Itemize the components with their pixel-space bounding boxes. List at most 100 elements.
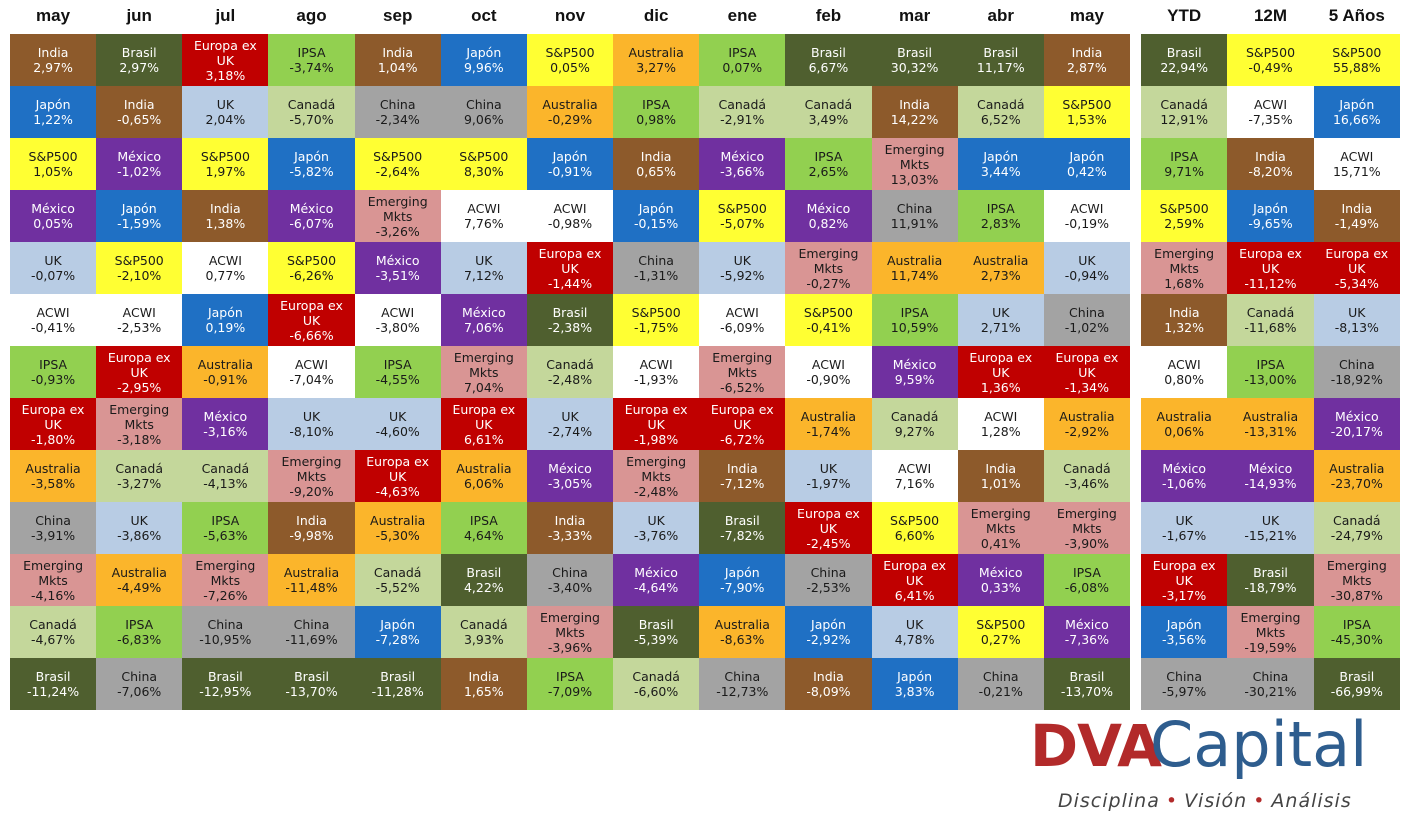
market-name: Brasil: [552, 305, 588, 320]
cell: Europa ex UK 3,18%: [182, 34, 269, 86]
market-return: 3,93%: [463, 632, 504, 647]
market-name: Emerging Mkts: [712, 349, 773, 380]
cell: China -0,21%: [957, 658, 1044, 710]
market-name: IPSA: [469, 513, 498, 528]
cell: Japón 3,83%: [871, 658, 958, 710]
market-name: México: [1065, 617, 1109, 632]
cell: Australia 11,74%: [871, 242, 958, 294]
cell: ACWI -3,80%: [354, 294, 441, 346]
tagline: Disciplina • Visión • Análisis: [1058, 790, 1352, 812]
market-name: Emerging Mkts: [970, 505, 1031, 536]
market-name: Brasil: [897, 45, 933, 60]
market-name: México: [634, 565, 678, 580]
cell: ACWI -7,35%: [1227, 86, 1314, 138]
market-return: -4,64%: [634, 580, 679, 595]
cell: Canadá -4,67%: [10, 606, 97, 658]
cell: IPSA 4,64%: [440, 502, 527, 554]
cell: UK 7,12%: [440, 242, 527, 294]
market-return: -7,90%: [720, 580, 765, 595]
market-name: Brasil: [1069, 669, 1105, 684]
market-return: -2,53%: [117, 320, 162, 335]
market-name: S&P500: [1062, 97, 1112, 112]
market-return: -7,04%: [289, 372, 334, 387]
market-name: India: [210, 201, 241, 216]
cell: Brasil -11,28%: [354, 658, 441, 710]
market-name: Emerging Mkts: [540, 609, 600, 640]
cell: Europa ex UK -2,95%: [96, 346, 183, 398]
cell: Emerging Mkts -3,18%: [96, 398, 183, 450]
market-name: ACWI: [294, 357, 329, 372]
market-return: -8,63%: [720, 632, 765, 647]
cell: S&P500 -6,26%: [268, 242, 355, 294]
cell: Canadá -24,79%: [1313, 502, 1400, 554]
market-name: IPSA: [211, 513, 240, 528]
market-return: -3,26%: [375, 223, 420, 239]
cell: IPSA 2,83%: [957, 190, 1044, 242]
cell: UK -5,92%: [699, 242, 786, 294]
market-name: Brasil: [1339, 669, 1375, 684]
market-return: 2,71%: [980, 320, 1021, 335]
market-return: -15,21%: [1244, 528, 1297, 543]
market-name: México: [892, 357, 937, 372]
cell: Emerging Mkts -6,52%: [699, 346, 786, 398]
cell: Europa ex UK -3,17%: [1141, 554, 1228, 606]
market-return: 2,59%: [1164, 216, 1205, 231]
market-name: UK: [216, 97, 235, 112]
market-name: India: [468, 669, 500, 684]
cell: Australia -2,92%: [1043, 398, 1130, 450]
cell: Brasil -11,24%: [10, 658, 97, 710]
cell: Australia 0,06%: [1141, 398, 1228, 450]
cell: Australia -23,70%: [1313, 450, 1400, 502]
market-name: S&P500: [286, 253, 337, 268]
market-return: 6,67%: [808, 60, 849, 75]
market-name: Europa ex UK: [710, 401, 774, 432]
market-return: 0,82%: [808, 216, 849, 231]
cell: México 0,33%: [957, 554, 1044, 606]
market-return: -3,56%: [1162, 632, 1207, 647]
market-name: S&P500: [1245, 45, 1296, 60]
cell: Canadá -4,13%: [182, 450, 269, 502]
market-name: Australia: [800, 409, 857, 424]
market-name: UK: [1348, 305, 1366, 320]
market-name: China: [1166, 669, 1203, 684]
market-name: India: [37, 45, 69, 60]
market-name: Canadá: [718, 97, 767, 112]
market-return: -3,74%: [289, 60, 334, 75]
market-return: 0,77%: [205, 268, 246, 283]
cell: Australia -11,48%: [268, 554, 355, 606]
market-name: Australia: [973, 253, 1029, 268]
market-name: Japón: [380, 617, 416, 632]
cell: ACWI -0,90%: [785, 346, 872, 398]
market-name: S&P500: [717, 201, 767, 216]
market-return: -4,63%: [375, 483, 420, 499]
market-return: -11,24%: [26, 684, 80, 699]
cell: Emerging Mkts 7,04%: [440, 346, 527, 398]
market-name: Canadá: [1063, 461, 1111, 476]
market-name: Brasil: [207, 669, 243, 684]
market-return: -0,41%: [30, 320, 76, 335]
cell: Brasil -12,95%: [182, 658, 269, 710]
cell: S&P500 -1,75%: [613, 294, 700, 346]
market-return: -4,49%: [117, 580, 162, 595]
market-return: -3,51%: [375, 268, 420, 283]
market-return: -1,02%: [1064, 320, 1110, 335]
market-return: 1,68%: [1164, 275, 1205, 291]
market-return: -6,83%: [117, 632, 162, 647]
cell: S&P500 1,05%: [10, 138, 97, 190]
market-name: Emerging Mkts: [1240, 609, 1301, 640]
market-name: ACWI: [381, 305, 415, 320]
market-name: Europa ex UK: [452, 401, 516, 432]
cell: Emerging Mkts -30,87%: [1313, 554, 1400, 606]
cell: IPSA -7,09%: [526, 658, 614, 710]
market-return: 0,42%: [1067, 164, 1107, 179]
market-name: Australia: [886, 253, 943, 268]
market-name: China: [982, 669, 1019, 684]
market-name: IPSA: [1072, 565, 1101, 580]
market-name: Europa ex UK: [107, 349, 171, 380]
market-name: IPSA: [125, 617, 154, 632]
market-return: -6,52%: [720, 379, 765, 395]
cell: UK -3,76%: [613, 502, 700, 554]
market-name: Emerging Mkts: [453, 349, 514, 380]
cell: Australia -4,49%: [96, 554, 183, 606]
market-name: México: [1334, 409, 1379, 424]
